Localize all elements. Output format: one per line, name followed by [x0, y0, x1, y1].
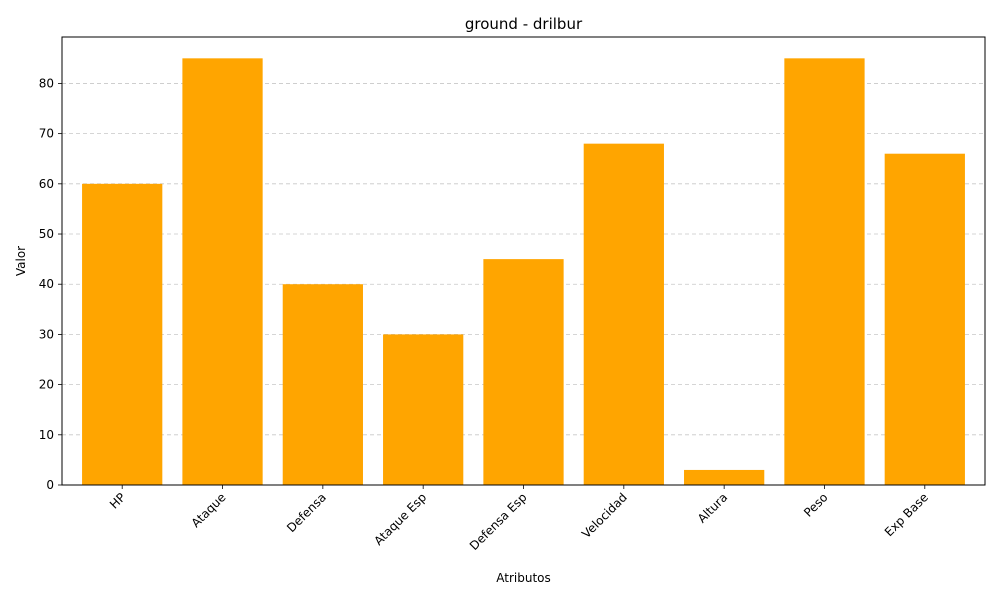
bars — [82, 58, 965, 486]
y-tick-label: 20 — [39, 378, 54, 392]
y-tick-label: 40 — [39, 277, 54, 291]
x-axis-label: Atributos — [496, 571, 551, 585]
y-tick-label: 50 — [39, 227, 54, 241]
bar — [383, 334, 464, 485]
y-tick-label: 10 — [39, 428, 54, 442]
bar — [483, 259, 564, 485]
bar — [684, 469, 765, 485]
chart-title: ground - drilbur — [465, 15, 583, 33]
y-tick-label: 30 — [39, 327, 54, 341]
y-tick-label: 60 — [39, 177, 54, 191]
bar — [884, 153, 965, 486]
bar — [583, 143, 664, 485]
y-tick-label: 70 — [39, 127, 54, 141]
bar — [82, 183, 163, 485]
y-tick-label: 0 — [46, 478, 54, 492]
bar — [784, 58, 865, 485]
y-tick-label: 80 — [39, 76, 54, 90]
bar — [182, 58, 263, 485]
y-axis-label: Valor — [14, 246, 28, 276]
y-axis-ticks: 0 10 20 30 40 50 60 70 80 — [39, 76, 62, 492]
bar — [282, 284, 363, 485]
